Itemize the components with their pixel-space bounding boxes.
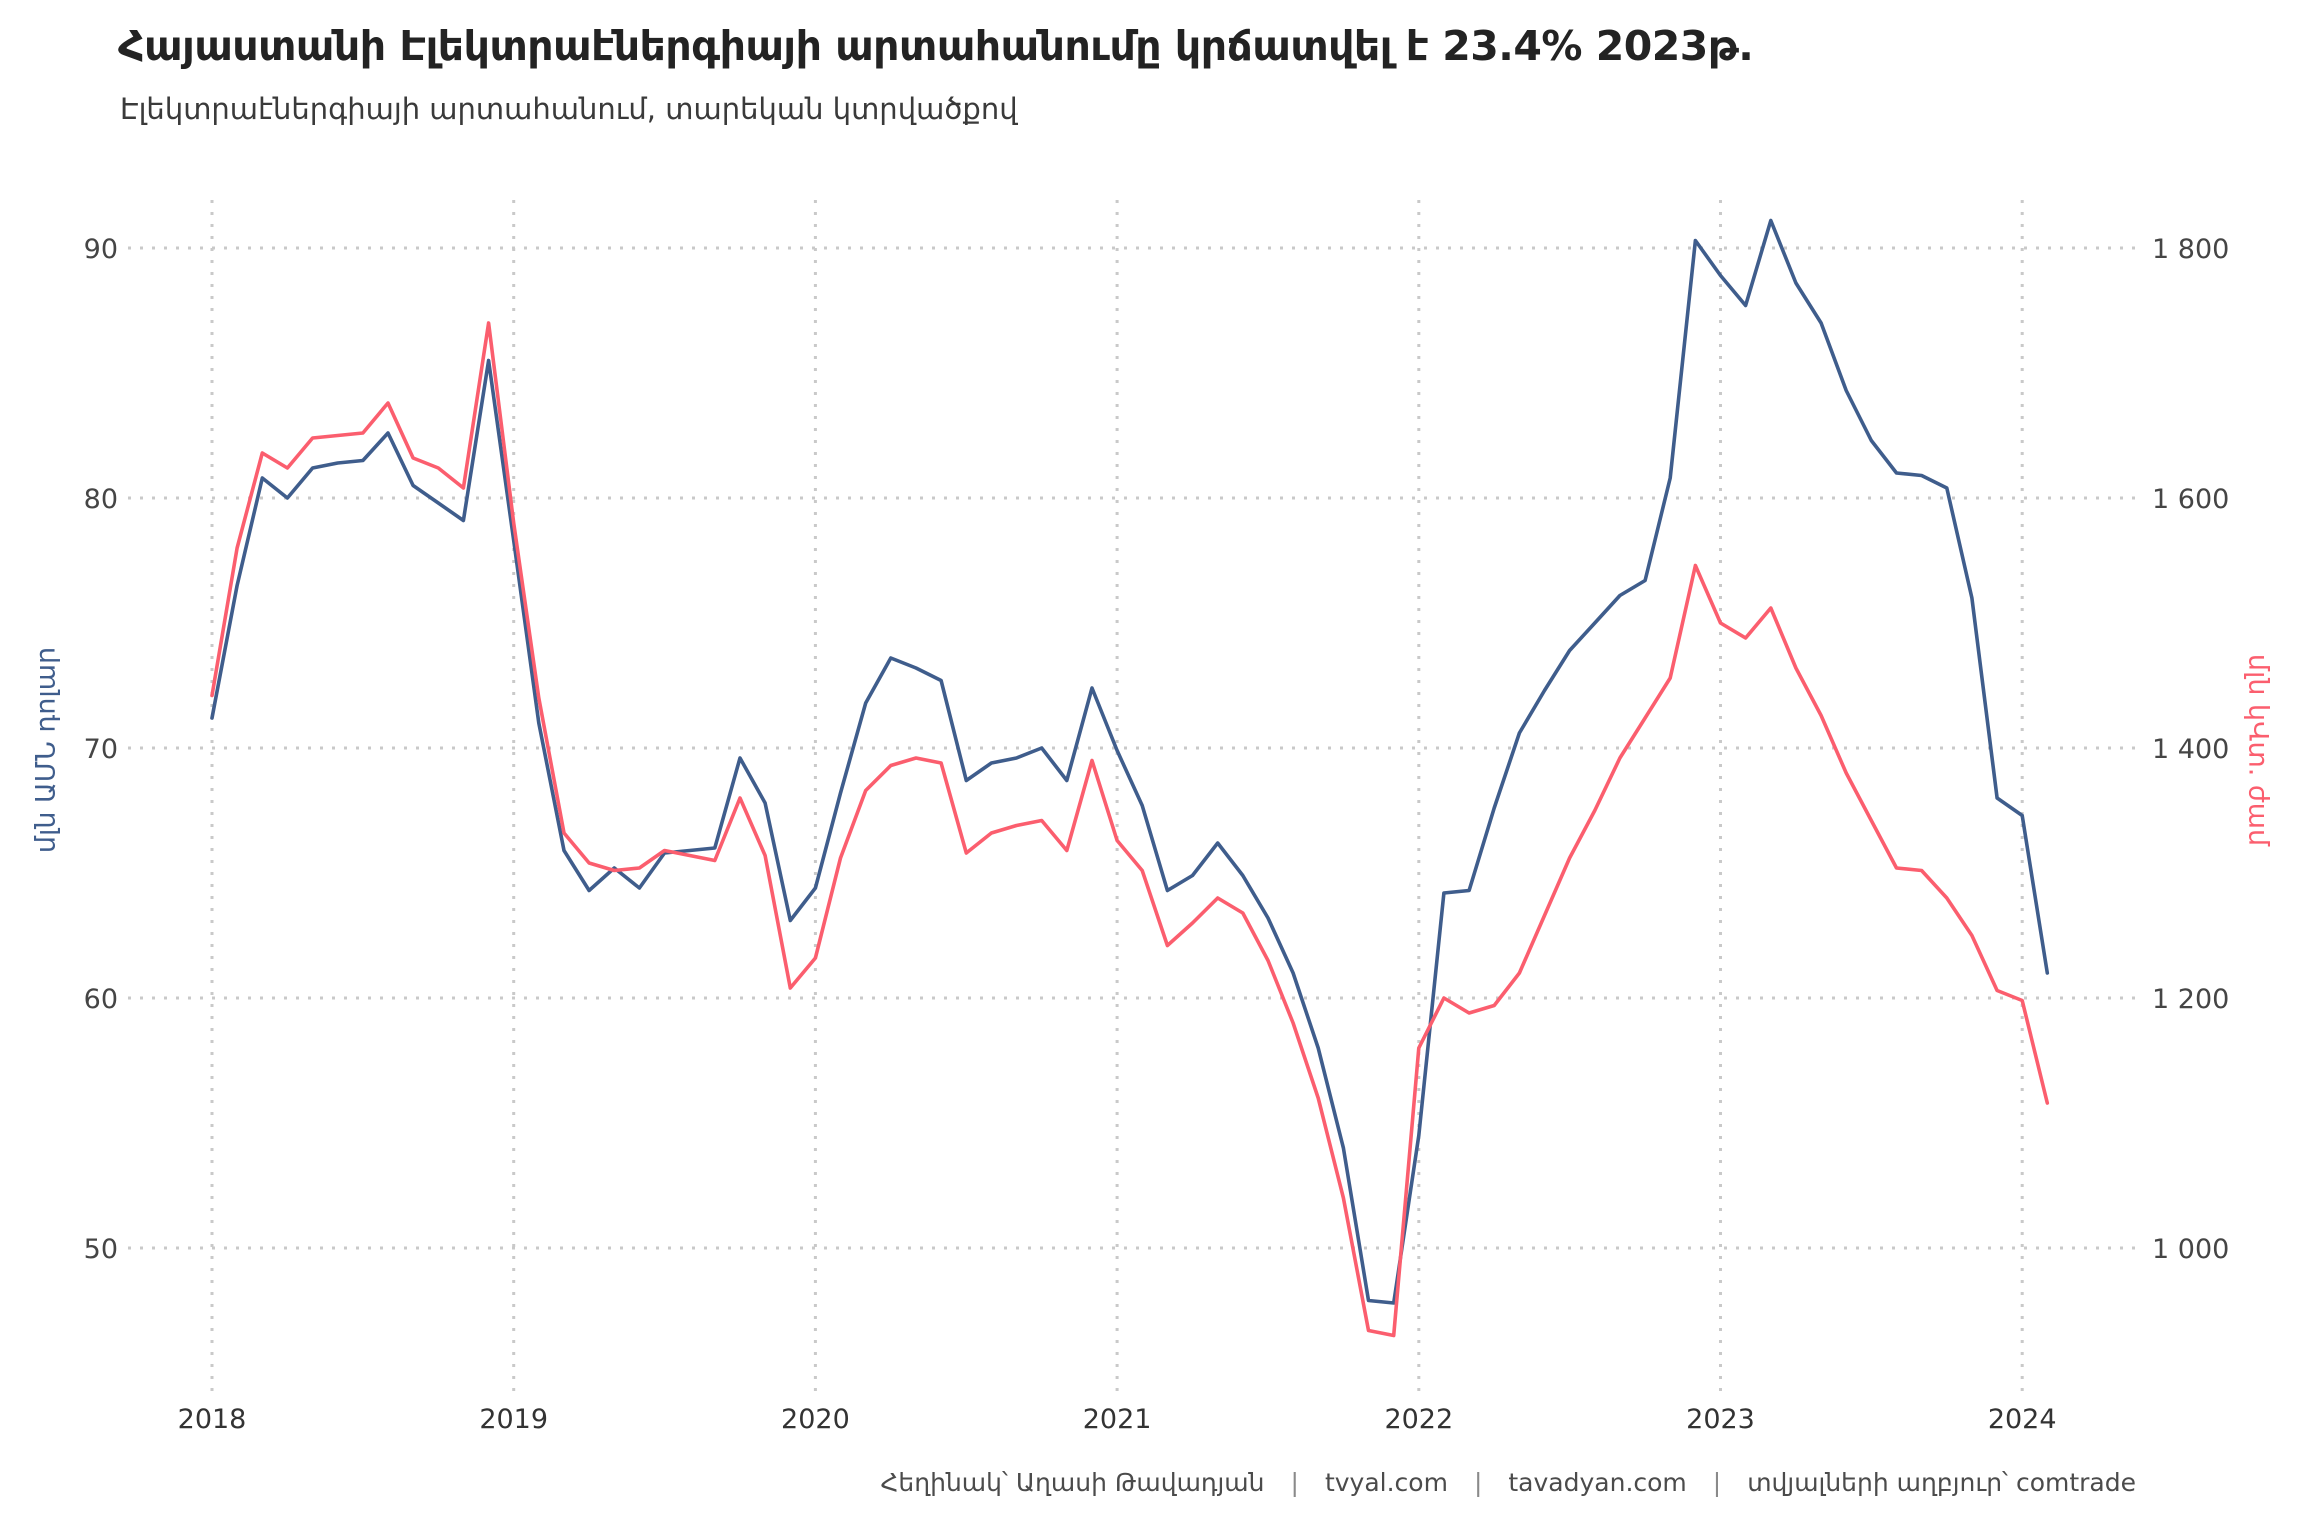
x-tick-label: 2023 bbox=[1686, 1404, 1755, 1435]
y-right-tick-label: 1 000 bbox=[2152, 1234, 2229, 1265]
kwh-line bbox=[210, 321, 2050, 1338]
footer-data-source: տվյալների աղբյուր՝ comtrade bbox=[1747, 1468, 2136, 1497]
y-left-tick-label: 70 bbox=[84, 734, 118, 765]
y-right-tick-label: 1 400 bbox=[2152, 734, 2229, 765]
footer-site-tvyal: tvyal.com bbox=[1324, 1468, 1448, 1497]
footer-separator: | bbox=[1473, 1468, 1483, 1497]
y-right-tick-label: 1 600 bbox=[2152, 484, 2229, 515]
y-left-tick-label: 50 bbox=[84, 1234, 118, 1265]
y-left-tick-label: 60 bbox=[84, 984, 118, 1015]
y-axis-left-title: մլն ԱՄՆ դոլար bbox=[30, 646, 62, 854]
y-right-tick-label: 1 200 bbox=[2152, 984, 2229, 1015]
x-tick-label: 2018 bbox=[178, 1404, 247, 1435]
footer-separator: | bbox=[1290, 1468, 1299, 1497]
x-tick-label: 2019 bbox=[479, 1404, 548, 1435]
footer-caption: Հեղինակ՝ Աղասի Թավադյան | tvyal.com | ta… bbox=[881, 1468, 2136, 1497]
x-tick-label: 2020 bbox=[781, 1404, 850, 1435]
page-title: Հայաստանի Էլեկտրաէներգիայի արտահանումը կ… bbox=[118, 22, 1754, 70]
y-right-tick-label: 1 800 bbox=[2152, 234, 2229, 265]
y-axis-right-title: մլն կՎտ. ժամ bbox=[2242, 653, 2274, 847]
x-tick-label: 2021 bbox=[1083, 1404, 1152, 1435]
footer-author: Հեղինակ՝ Աղասի Թավադյան bbox=[880, 1468, 1265, 1497]
chart-subtitle: Էլեկտրաէներգիայի արտահանում, տարեկան կտր… bbox=[120, 92, 1018, 126]
y-left-tick-label: 80 bbox=[84, 484, 118, 515]
footer-separator: | bbox=[1712, 1468, 1722, 1497]
x-tick-label: 2024 bbox=[1988, 1404, 2057, 1435]
footer-site-tavadyan: tavadyan.com bbox=[1508, 1468, 1687, 1497]
y-left-tick-label: 90 bbox=[84, 234, 118, 265]
usd-line bbox=[210, 218, 2050, 1305]
x-tick-label: 2022 bbox=[1384, 1404, 1453, 1435]
